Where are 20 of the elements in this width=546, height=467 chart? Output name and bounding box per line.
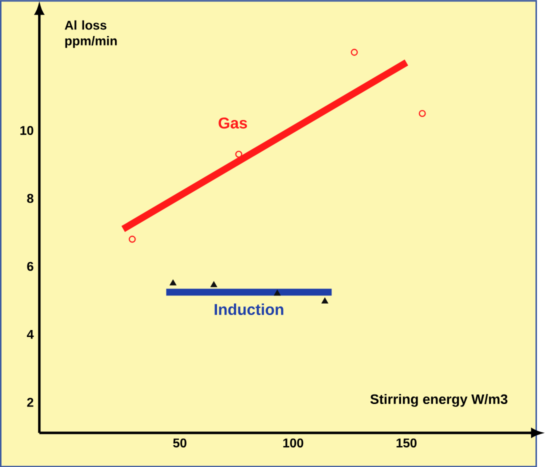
point — [274, 290, 280, 296]
point — [418, 110, 426, 117]
series-label: Induction — [214, 303, 284, 315]
y-tick-label: 8 — [27, 194, 34, 203]
point — [322, 298, 328, 304]
point — [210, 281, 217, 287]
series-label: Gas — [218, 117, 247, 128]
y-axis-title: Al loss ppm/min — [64, 20, 117, 48]
x-tick-label: 100 — [283, 438, 304, 448]
x-tick-label: 150 — [396, 438, 417, 448]
x-axis-title: Stirring energy W/m3 — [370, 394, 508, 407]
y-tick-label: 6 — [27, 262, 34, 271]
point — [350, 48, 358, 56]
y-tick-label: 4 — [26, 330, 34, 339]
point — [128, 236, 136, 243]
point — [235, 150, 242, 158]
y-tick-label: 10 — [20, 126, 34, 135]
y-tick-label: 2 — [27, 398, 34, 407]
x-tick-label: 50 — [173, 438, 186, 448]
point — [170, 280, 176, 286]
